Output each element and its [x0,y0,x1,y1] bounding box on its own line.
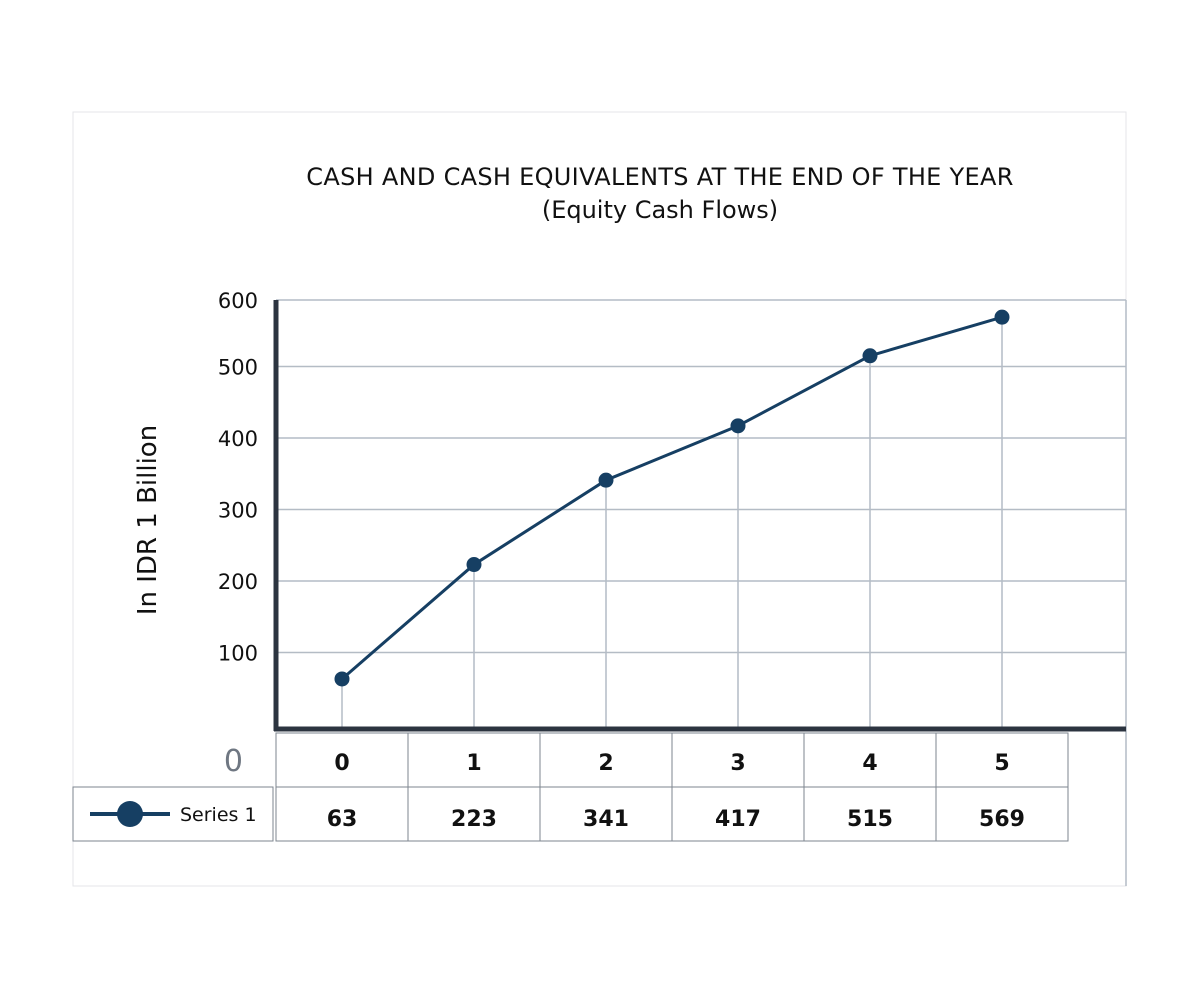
data-point-0 [334,671,350,687]
data-label: 515 [847,807,893,832]
chart-title: CASH AND CASH EQUIVALENTS AT THE END OF … [306,163,1013,191]
data-point-4 [862,348,878,364]
data-point-5 [994,309,1010,325]
data-label: 63 [327,807,358,832]
chart-frame [72,111,1127,887]
data-label: 341 [583,807,629,832]
legend-cell [72,786,274,842]
table-value-cell [935,786,1069,842]
chart-subtitle: (Equity Cash Flows) [542,196,778,224]
y-tick-label: 300 [218,499,258,523]
x-tick-label: 1 [466,751,481,776]
data-table: 0 1 2 3 4 5 Series 1 63 223 341 417 515 569 [72,732,1069,842]
series-layer [334,309,1010,687]
y-tick-label: 0 [224,744,243,779]
x-tick-label: 4 [862,751,877,776]
y-tick-label: 100 [218,642,258,666]
axis-layer [273,300,1126,732]
data-point-2 [598,472,614,488]
legend-label: Series 1 [180,804,257,826]
grid-layer [276,299,1127,886]
x-tick-label: 2 [598,751,613,776]
data-point-1 [466,557,482,573]
x-tick-label: 3 [730,751,745,776]
y-tick-label: 500 [218,356,258,380]
data-label: 569 [979,807,1025,832]
data-point-3 [730,418,746,434]
y-tick-labels: 0 100 200 300 400 500 600 [218,289,258,779]
data-label: 223 [451,807,497,832]
x-tick-label: 5 [994,751,1009,776]
y-tick-label: 600 [218,289,258,313]
y-axis-label: In IDR 1 Billion [133,425,163,615]
x-tick-label: 0 [334,751,349,776]
data-label: 417 [715,807,761,832]
y-tick-label: 400 [218,427,258,451]
series-line [341,315,1003,681]
y-tick-label: 200 [218,570,258,594]
legend-marker [117,801,143,827]
